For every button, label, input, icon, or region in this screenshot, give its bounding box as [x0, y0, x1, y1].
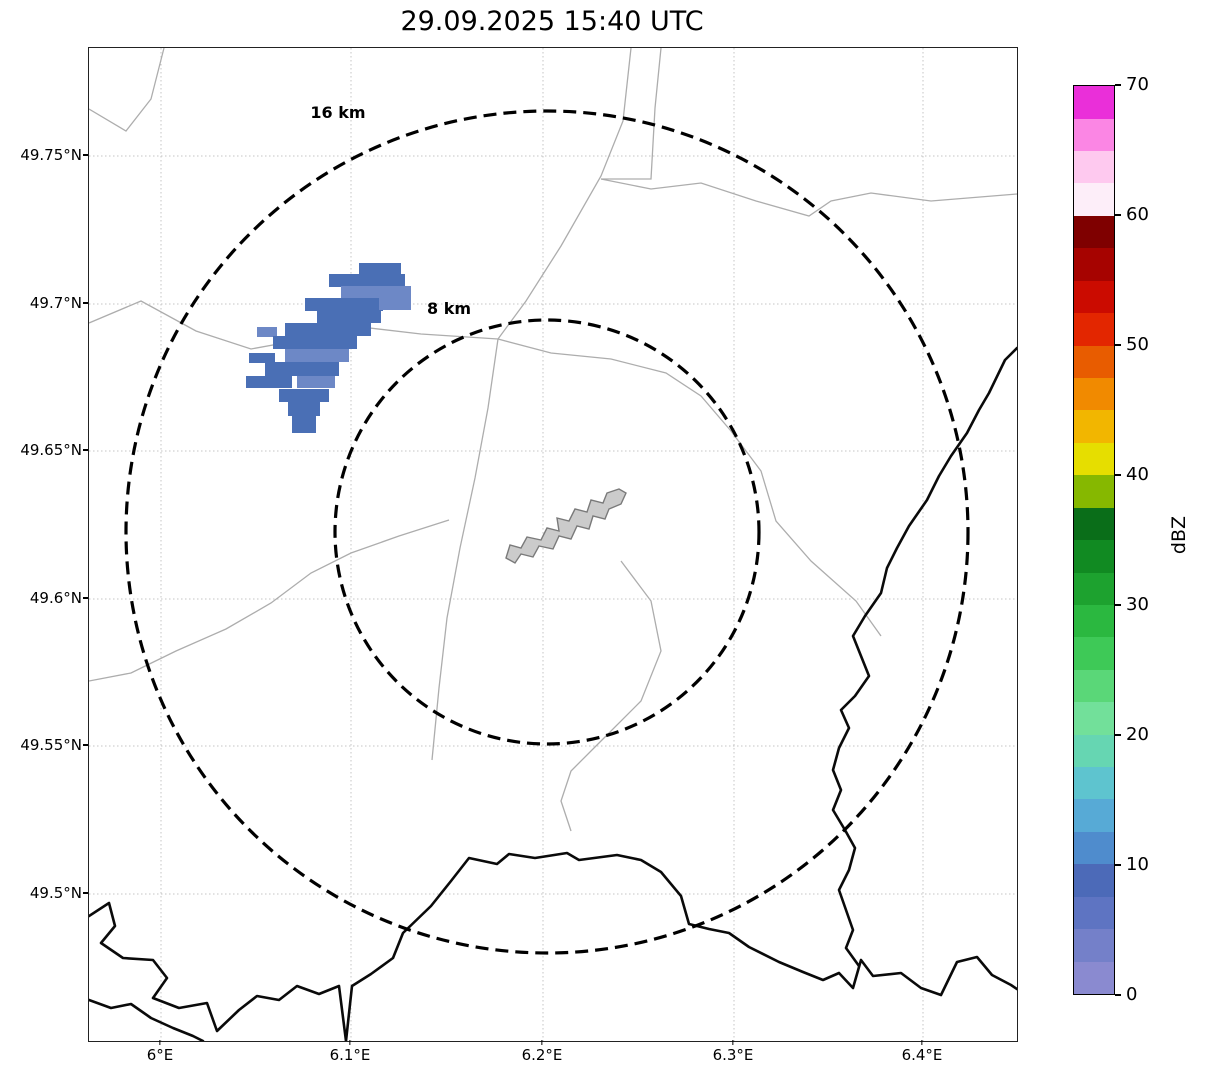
radar-echo-cell	[265, 362, 339, 376]
road-line	[497, 48, 632, 340]
x-tick-label: 6°E	[146, 1046, 174, 1064]
road-line	[600, 178, 1017, 217]
colorbar-band	[1074, 604, 1114, 638]
colorbar-band	[1074, 313, 1114, 346]
colorbar-band	[1074, 669, 1114, 703]
radar-echo-cell	[279, 389, 329, 402]
colorbar-tick-mark	[1115, 344, 1121, 346]
colorbar-axis-label: dBZ	[1168, 515, 1190, 555]
road-line	[560, 560, 662, 832]
colorbar-tick-mark	[1115, 214, 1121, 216]
x-tick-label: 6.3°E	[712, 1046, 754, 1064]
radar-echo-cell	[273, 336, 357, 349]
map-plot-area: 16 km 8 km	[88, 47, 1018, 1042]
colorbar-band	[1074, 345, 1114, 378]
map-canvas: 16 km 8 km	[89, 48, 1017, 1041]
radar-echo-cell	[359, 263, 401, 275]
road-line	[89, 519, 450, 682]
colorbar-tick-mark	[1115, 994, 1121, 996]
range-ring	[333, 318, 761, 746]
colorbar-tick-mark	[1115, 474, 1121, 476]
colorbar-tick-mark	[1115, 604, 1121, 606]
colorbar-tick-label: 0	[1126, 984, 1138, 1005]
y-tick-label: 49.6°N	[29, 589, 82, 607]
radar-echo-cell	[285, 323, 371, 336]
colorbar-band	[1074, 118, 1114, 152]
colorbar-band	[1074, 151, 1114, 184]
colorbar-band	[1074, 215, 1114, 249]
road-line	[601, 48, 662, 180]
gray-landmark-outline	[505, 488, 627, 564]
colorbar-band	[1074, 572, 1114, 605]
colorbar-band	[1074, 767, 1114, 800]
colorbar-band	[1074, 410, 1114, 443]
radar-echo-cell	[257, 327, 277, 337]
x-tick-label: 6.2°E	[521, 1046, 563, 1064]
radar-echo-cell	[297, 376, 335, 388]
colorbar-tick-mark	[1115, 84, 1121, 86]
colorbar-band	[1074, 248, 1114, 281]
road-line	[89, 48, 165, 132]
x-tick-label: 6.1°E	[329, 1046, 371, 1064]
radar-echo-cell	[246, 376, 292, 388]
colorbar-band	[1074, 702, 1114, 735]
radar-echo-cell	[379, 298, 411, 310]
x-tick-label: 6.4°E	[901, 1046, 943, 1064]
colorbar-tick-label: 20	[1126, 724, 1149, 745]
road-line	[497, 338, 882, 637]
colorbar-band	[1074, 896, 1114, 930]
colorbar	[1073, 85, 1115, 995]
colorbar-tick-label: 60	[1126, 204, 1149, 225]
colorbar-tick-label: 50	[1126, 334, 1149, 355]
y-tick-label: 49.5°N	[29, 884, 82, 902]
colorbar-band	[1074, 929, 1114, 962]
colorbar-band	[1074, 831, 1114, 865]
radar-echo-cell	[317, 310, 381, 323]
y-tick-label: 49.7°N	[29, 294, 82, 312]
colorbar-band	[1074, 540, 1114, 573]
colorbar-band	[1074, 183, 1114, 216]
colorbar-band	[1074, 734, 1114, 768]
colorbar-tick-label: 30	[1126, 594, 1149, 615]
colorbar-tick-mark	[1115, 734, 1121, 736]
radar-echo-cell	[305, 298, 383, 311]
y-tick-label: 49.65°N	[20, 441, 82, 459]
colorbar-band	[1074, 280, 1114, 314]
road-line	[431, 338, 499, 761]
range-ring-label: 8 km	[427, 299, 471, 318]
colorbar-band	[1074, 864, 1114, 897]
country-border-line	[89, 851, 1017, 1041]
radar-echo-cell	[329, 274, 405, 287]
radar-echo-cell	[292, 416, 316, 433]
colorbar-band	[1074, 799, 1114, 832]
radar-echo-cell	[341, 286, 411, 299]
radar-echo-cell	[288, 402, 320, 416]
colorbar-band	[1074, 86, 1114, 119]
country-border-line	[89, 998, 205, 1041]
colorbar-band	[1074, 377, 1114, 411]
colorbar-band	[1074, 442, 1114, 476]
colorbar-band	[1074, 961, 1114, 994]
colorbar-tick-label: 70	[1126, 74, 1149, 95]
range-ring-label: 16 km	[310, 103, 365, 122]
radar-echo-cell	[285, 349, 349, 362]
country-border-line	[831, 346, 1017, 968]
y-tick-label: 49.55°N	[20, 736, 82, 754]
figure-title: 29.09.2025 15:40 UTC	[400, 6, 704, 37]
colorbar-band	[1074, 637, 1114, 670]
colorbar-band	[1074, 475, 1114, 508]
y-tick-label: 49.75°N	[20, 146, 82, 164]
colorbar-band	[1074, 507, 1114, 541]
range-ring	[124, 109, 970, 955]
colorbar-gradient	[1074, 86, 1114, 994]
colorbar-tick-label: 10	[1126, 854, 1149, 875]
colorbar-tick-label: 40	[1126, 464, 1149, 485]
colorbar-tick-mark	[1115, 864, 1121, 866]
radar-echo-cell	[249, 353, 275, 363]
